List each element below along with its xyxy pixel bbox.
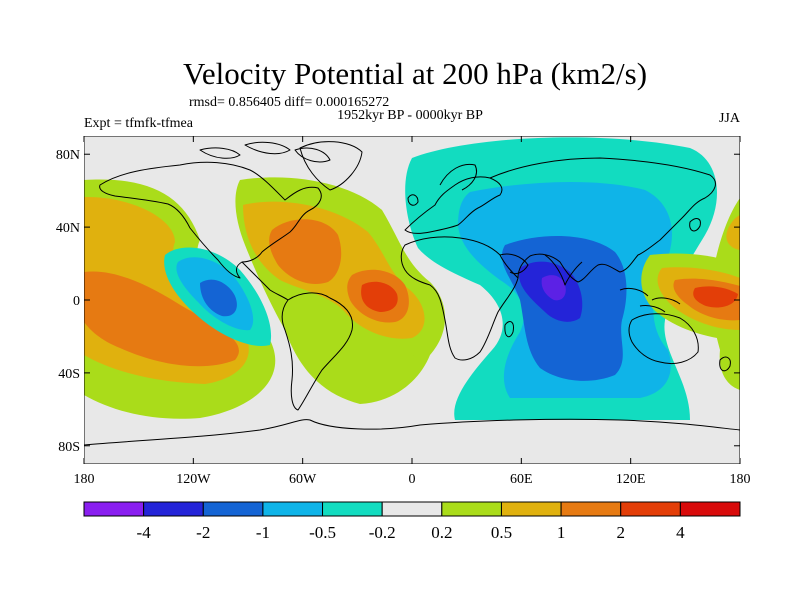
lon-tick-label: 180	[74, 472, 95, 487]
colorbar-swatch	[620, 501, 681, 517]
lon-tick-label: 60W	[289, 472, 317, 487]
coast-indonesia	[619, 287, 681, 313]
map-panel	[84, 136, 740, 464]
colorbar-swatch	[500, 501, 562, 517]
lat-tick-label: 40S	[58, 367, 80, 382]
coast-greenland	[299, 141, 363, 191]
coast-asia	[489, 157, 716, 283]
lat-tick-label: 80S	[58, 440, 80, 455]
coast-arabia	[499, 253, 529, 275]
plot-title: Velocity Potential at 200 hPa (km2/s)	[183, 56, 647, 91]
axes: 180 120W 60W 0 60E 120E 180 80N 40N 0 40S 80S	[56, 136, 751, 487]
lon-tick-label: 120E	[616, 472, 646, 487]
coast-europe	[404, 176, 503, 234]
pos-level-1	[84, 271, 239, 367]
coastlines	[84, 141, 740, 446]
pos-atlantic-1	[269, 219, 342, 285]
coast-japan	[689, 218, 701, 232]
coast-north-america	[99, 161, 322, 279]
colorbar-swatch	[560, 501, 622, 517]
coast-india	[544, 254, 583, 286]
lat-tick-label: 40N	[56, 221, 80, 236]
period-label: 1952kyr BP - 0000kyr BP	[337, 108, 483, 123]
colorbar-swatch	[322, 501, 383, 517]
colorbar-swatch	[679, 501, 741, 517]
coast-uk	[407, 194, 419, 206]
pos-wpac-2	[693, 286, 738, 308]
colorbar-label: 4	[676, 523, 685, 542]
colorbar-label: 2	[616, 523, 625, 542]
colorbar-label: 0.2	[431, 523, 452, 542]
colorbar-label: -2	[196, 523, 210, 542]
neg-epac--1	[200, 279, 237, 317]
coast-australia	[628, 313, 699, 365]
lon-tick-label: 180	[730, 472, 751, 487]
colorbar-label: -1	[256, 523, 270, 542]
colorbar-label: 1	[557, 523, 566, 542]
colorbar-swatch	[202, 501, 264, 517]
pos-dateline-east-inner	[726, 215, 740, 250]
colorbar-swatch	[441, 501, 502, 517]
colorbar: -4 -2 -1 -0.5 -0.2 0.2 0.5 1 2 4	[83, 501, 741, 542]
colorbar-swatch	[262, 501, 324, 517]
contour-fields	[84, 137, 740, 420]
season-label: JJA	[719, 111, 741, 126]
experiment-label: Expt = tfmfk-tfmea	[84, 116, 194, 131]
coast-new-zealand	[719, 356, 731, 372]
coast-antarctica	[84, 418, 740, 446]
pos-atlantic-2	[361, 281, 398, 312]
colorbar-swatch	[83, 501, 145, 517]
coast-central-america	[241, 261, 289, 301]
coast-scandinavia	[439, 163, 477, 191]
lon-tick-label: 120W	[176, 472, 211, 487]
lon-tick-label: 0	[409, 472, 416, 487]
colorbar-label: -0.5	[309, 523, 336, 542]
lat-tick-label: 80N	[56, 148, 80, 163]
coast-africa	[400, 236, 519, 361]
coast-south-america	[281, 292, 354, 411]
lat-tick-label: 0	[73, 294, 80, 309]
stats-text: rmsd= 0.856405 diff= 0.000165272	[189, 95, 389, 110]
colorbar-label: 0.5	[491, 523, 512, 542]
coast-madagascar	[504, 321, 514, 338]
colorbar-label: -0.2	[369, 523, 396, 542]
colorbar-swatch	[143, 501, 204, 517]
colorbar-label: -4	[137, 523, 152, 542]
pos-atlantic-south	[353, 342, 419, 392]
neg-indian--4	[541, 275, 566, 301]
lon-tick-label: 60E	[510, 472, 533, 487]
colorbar-swatch	[381, 501, 443, 517]
